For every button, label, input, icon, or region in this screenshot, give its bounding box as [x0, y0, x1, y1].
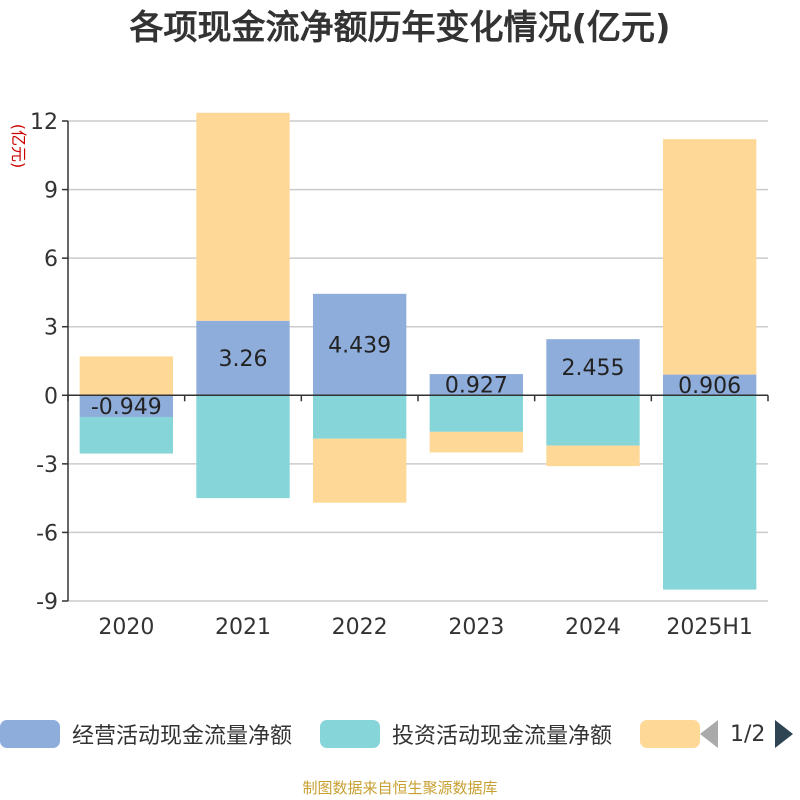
legend-prev-icon[interactable] [700, 720, 718, 748]
legend-swatch-investing [320, 720, 380, 748]
y-tick-label: -6 [36, 521, 58, 546]
data-labels: -0.949 3.26 4.439 0.927 2.455 0.906 [91, 334, 741, 421]
x-tick-label: 2021 [215, 615, 271, 640]
data-label: 2.455 [562, 356, 625, 381]
legend-next-icon[interactable] [775, 720, 793, 748]
x-tick-label: 2024 [565, 615, 621, 640]
bar-series2-2023[interactable] [430, 432, 523, 453]
x-tick-label: 2023 [448, 615, 504, 640]
bar-series1-2020[interactable] [80, 417, 173, 454]
legend-item-financing[interactable] [640, 714, 700, 754]
bars [80, 113, 757, 590]
bar-series1-2021[interactable] [196, 395, 289, 498]
data-label: 0.906 [678, 374, 741, 399]
x-tick-label: 2020 [98, 615, 154, 640]
legend-item-investing[interactable]: 投资活动现金流量净额 [320, 714, 612, 754]
y-tick-label: 3 [44, 316, 58, 341]
y-tick-label: 12 [30, 110, 58, 135]
bar-series2-2022[interactable] [313, 439, 406, 503]
x-tick-label: 2025H1 [666, 615, 753, 640]
y-axis-label: (亿元) [9, 124, 28, 169]
legend-swatch-financing [640, 720, 700, 748]
y-tick-label: -3 [36, 453, 58, 478]
bar-series1-2022[interactable] [313, 395, 406, 438]
y-tick-label: 0 [44, 384, 58, 409]
bar-series1-2024[interactable] [546, 395, 639, 445]
x-tick-label: 2022 [332, 615, 388, 640]
y-tick-label: 6 [44, 247, 58, 272]
legend-swatch-operating [0, 720, 60, 748]
legend-item-operating[interactable]: 经营活动现金流量净额 [0, 714, 292, 754]
data-label: 0.927 [445, 374, 508, 399]
bar-series1-2025H1[interactable] [663, 395, 756, 589]
legend: 经营活动现金流量净额 投资活动现金流量净额 1/2 [0, 714, 800, 754]
bar-series1-2023[interactable] [430, 395, 523, 432]
y-tick-label: 9 [44, 179, 58, 204]
data-label: -0.949 [91, 395, 162, 420]
y-tick-label: -9 [36, 590, 58, 615]
legend-label-investing: 投资活动现金流量净额 [392, 718, 612, 750]
legend-pager: 1/2 [700, 714, 793, 754]
source-footer: 制图数据来自恒生聚源数据库 [0, 777, 800, 798]
legend-page-indicator: 1/2 [730, 722, 765, 747]
bar-series2-2024[interactable] [546, 446, 639, 467]
legend-label-operating: 经营活动现金流量净额 [72, 718, 292, 750]
bar-series2-2021[interactable] [196, 113, 289, 321]
bar-series2-2025H1[interactable] [663, 139, 756, 374]
data-label: 3.26 [219, 347, 268, 372]
bar-series2-2020[interactable] [80, 356, 173, 395]
data-label: 4.439 [328, 334, 391, 359]
